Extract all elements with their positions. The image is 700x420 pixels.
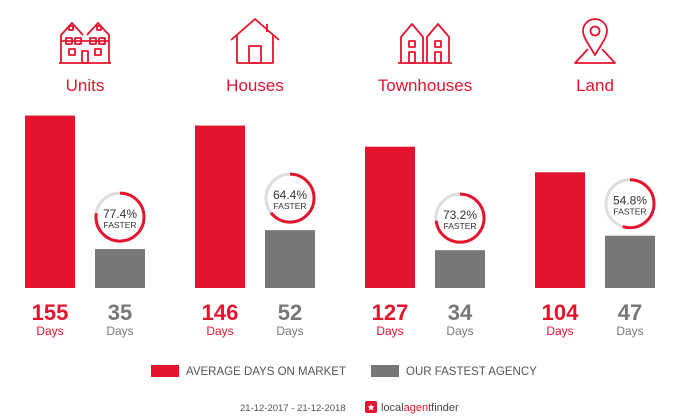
legend-label-average: AVERAGE DAYS ON MARKET xyxy=(186,366,346,378)
townhouses-icon xyxy=(398,23,452,64)
ring-progress xyxy=(604,178,656,230)
value-average-units: 155 xyxy=(32,300,69,325)
bars-layer xyxy=(25,115,655,288)
faster-label-houses: FASTER xyxy=(273,201,306,211)
value-average-townhouses: 127 xyxy=(372,300,409,325)
category-labels: Units Houses Townhouses Land xyxy=(66,76,614,95)
bar-fastest-units xyxy=(95,249,145,288)
bar-average-townhouses xyxy=(365,146,415,288)
value-average-houses: 146 xyxy=(202,300,239,325)
value-fastest-land: 47 xyxy=(618,300,642,325)
units-icon xyxy=(59,22,111,64)
value-labels-layer: 155Days35Days146Days52Days127Days34Days1… xyxy=(32,300,644,338)
faster-ring-houses: 64.4%FASTER xyxy=(264,172,316,224)
faster-label-townhouses: FASTER xyxy=(443,221,476,231)
icons-layer xyxy=(59,18,616,64)
faster-ring-land: 54.8%FASTER xyxy=(604,178,656,230)
bar-fastest-land xyxy=(605,235,655,288)
ring-progress xyxy=(264,172,316,224)
unit-average-land: Days xyxy=(546,324,573,338)
unit-average-units: Days xyxy=(36,324,63,338)
faster-ring-units: 77.4%FASTER xyxy=(94,191,146,243)
value-fastest-houses: 52 xyxy=(278,300,302,325)
ring-progress xyxy=(94,191,146,243)
faster-percent-houses: 64.4% xyxy=(273,188,307,202)
ring-progress xyxy=(434,192,486,244)
faster-percent-units: 77.4% xyxy=(103,207,137,221)
land-pin-icon xyxy=(574,18,616,64)
brand-name: localagentfinder xyxy=(381,402,459,414)
legend: AVERAGE DAYS ON MARKET OUR FASTEST AGENCY xyxy=(151,365,537,378)
unit-fastest-land: Days xyxy=(616,324,643,338)
legend-swatch-average xyxy=(151,365,179,377)
faster-ring-townhouses: 73.2%FASTER xyxy=(434,192,486,244)
brand-star-icon xyxy=(367,404,375,411)
bar-average-land xyxy=(535,172,585,288)
house-icon xyxy=(230,18,280,64)
date-range: 21-12-2017 - 21-12-2018 xyxy=(240,403,346,414)
faster-percent-townhouses: 73.2% xyxy=(443,208,477,222)
faster-percent-land: 54.8% xyxy=(613,194,647,208)
bar-average-units xyxy=(25,115,75,288)
bar-fastest-townhouses xyxy=(435,250,485,288)
category-label-townhouses: Townhouses xyxy=(378,76,473,95)
value-fastest-units: 35 xyxy=(108,300,132,325)
unit-fastest-houses: Days xyxy=(276,324,303,338)
legend-swatch-fastest xyxy=(371,365,399,377)
faster-label-units: FASTER xyxy=(103,220,136,230)
unit-average-townhouses: Days xyxy=(376,324,403,338)
value-fastest-townhouses: 34 xyxy=(448,300,473,325)
bar-average-houses xyxy=(195,125,245,288)
unit-fastest-townhouses: Days xyxy=(446,324,473,338)
category-label-houses: Houses xyxy=(226,76,284,95)
category-label-units: Units xyxy=(66,76,105,95)
footer: 21-12-2017 - 21-12-2018 localagentfinder xyxy=(240,401,459,414)
faster-rings-layer: 77.4%FASTER64.4%FASTER73.2%FASTER54.8%FA… xyxy=(94,172,656,244)
unit-average-houses: Days xyxy=(206,324,233,338)
bar-fastest-houses xyxy=(265,230,315,288)
faster-label-land: FASTER xyxy=(613,207,646,217)
unit-fastest-units: Days xyxy=(106,324,133,338)
value-average-land: 104 xyxy=(542,300,579,325)
legend-label-fastest: OUR FASTEST AGENCY xyxy=(406,366,537,378)
category-label-land: Land xyxy=(576,76,614,95)
